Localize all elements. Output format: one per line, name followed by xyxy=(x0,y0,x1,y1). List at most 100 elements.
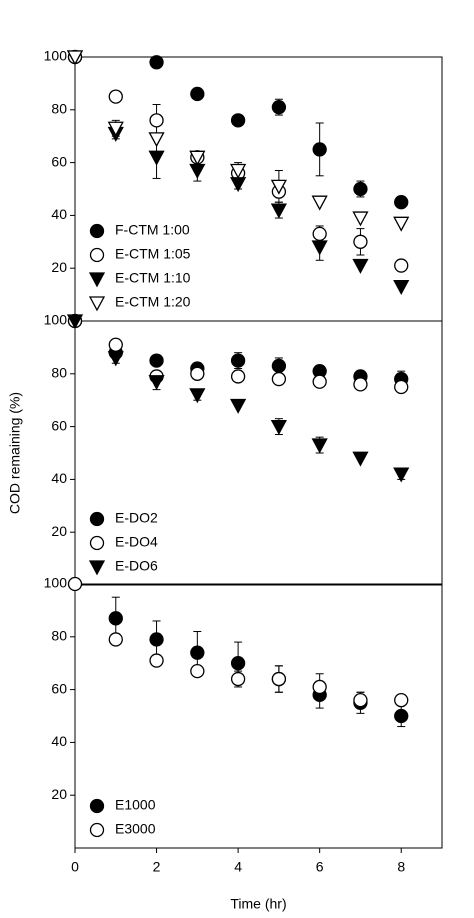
data-point xyxy=(149,632,164,647)
data-point xyxy=(311,240,328,256)
data-point xyxy=(190,663,205,679)
legend-marker xyxy=(89,511,105,527)
data-point xyxy=(148,150,165,166)
y-tick-label: 40 xyxy=(51,470,67,486)
data-point xyxy=(230,398,247,414)
data-point xyxy=(190,86,205,102)
data-point xyxy=(108,632,123,647)
data-point xyxy=(270,179,287,195)
y-tick-label: 60 xyxy=(51,680,67,696)
data-point xyxy=(393,280,410,296)
data-point xyxy=(353,181,368,197)
legend-marker xyxy=(89,798,105,814)
data-point xyxy=(353,377,368,392)
data-point xyxy=(189,150,206,166)
data-point xyxy=(352,451,369,467)
legend-label: E-CTM 1:10 xyxy=(115,270,191,286)
data-point xyxy=(271,671,287,687)
data-point xyxy=(108,337,123,352)
x-tick-label: 0 xyxy=(71,859,79,875)
legend-label: E-DO4 xyxy=(115,534,158,550)
y-tick-label: 80 xyxy=(51,628,67,644)
data-point xyxy=(107,121,124,137)
y-tick-label: 40 xyxy=(51,733,67,749)
data-point xyxy=(230,656,246,671)
y-tick-label: 20 xyxy=(51,523,67,539)
y-tick-label: 60 xyxy=(51,417,67,433)
data-point xyxy=(394,693,409,708)
data-point xyxy=(189,163,206,179)
data-point xyxy=(394,379,409,395)
data-point xyxy=(107,351,124,367)
legend-label: E-DO6 xyxy=(115,558,158,574)
data-point xyxy=(189,388,206,404)
legend-label: E1000 xyxy=(115,797,156,813)
legend-marker xyxy=(88,272,106,288)
data-point xyxy=(393,467,410,483)
legend-marker xyxy=(89,247,105,263)
data-point xyxy=(67,576,83,592)
y-tick-label: 20 xyxy=(51,786,67,802)
data-point xyxy=(312,142,327,157)
y-tick-label: 100 xyxy=(44,48,68,64)
y-tick-label: 100 xyxy=(44,575,68,591)
data-point xyxy=(394,258,409,273)
data-point xyxy=(353,693,368,708)
legend-marker xyxy=(89,822,105,838)
data-point xyxy=(271,358,287,374)
data-point xyxy=(311,195,328,211)
y-tick-label: 100 xyxy=(44,312,68,328)
x-tick-label: 6 xyxy=(316,859,324,875)
data-point xyxy=(108,611,123,626)
data-point xyxy=(108,89,123,104)
data-point xyxy=(230,177,247,193)
data-point xyxy=(149,113,164,128)
x-axis-label: Time (hr) xyxy=(230,896,286,912)
plot-frame xyxy=(74,320,443,586)
data-point xyxy=(312,374,327,389)
data-point xyxy=(270,203,287,219)
legend-label: E-CTM 1:20 xyxy=(115,294,191,310)
legend-label: F-CTM 1:00 xyxy=(115,222,190,238)
data-point xyxy=(352,258,369,274)
y-tick-label: 80 xyxy=(51,101,67,117)
y-tick-label: 20 xyxy=(51,259,67,275)
data-point xyxy=(230,113,246,128)
legend-label: E-DO2 xyxy=(115,510,158,526)
data-point xyxy=(230,353,246,368)
legend-label: E-CTM 1:05 xyxy=(115,246,191,262)
legend-marker xyxy=(88,296,106,312)
data-point xyxy=(230,163,247,179)
data-point xyxy=(352,211,369,227)
legend-label: E3000 xyxy=(115,821,156,837)
data-point xyxy=(190,645,205,660)
data-point xyxy=(149,55,164,70)
data-point xyxy=(230,369,246,384)
data-point xyxy=(312,226,327,242)
y-axis-label: COD remaining (%) xyxy=(7,392,23,514)
data-point xyxy=(271,371,287,387)
data-point xyxy=(312,679,327,695)
y-tick-label: 40 xyxy=(51,206,67,222)
x-tick-label: 2 xyxy=(153,859,161,875)
x-tick-label: 8 xyxy=(397,859,405,875)
data-point xyxy=(270,419,287,435)
data-point xyxy=(393,216,410,232)
legend-marker xyxy=(89,535,105,551)
legend-marker xyxy=(89,223,105,239)
data-point xyxy=(66,50,84,66)
data-point xyxy=(148,132,165,148)
data-point xyxy=(353,234,368,249)
legend-marker xyxy=(88,560,106,576)
plot-frame xyxy=(74,583,443,849)
data-point xyxy=(148,375,165,391)
data-point xyxy=(311,438,328,454)
x-tick-label: 4 xyxy=(234,859,242,875)
y-tick-label: 80 xyxy=(51,365,67,381)
data-point xyxy=(66,314,84,330)
data-point xyxy=(394,195,409,210)
data-point xyxy=(271,100,287,115)
data-point xyxy=(190,366,205,381)
data-point xyxy=(394,708,409,724)
